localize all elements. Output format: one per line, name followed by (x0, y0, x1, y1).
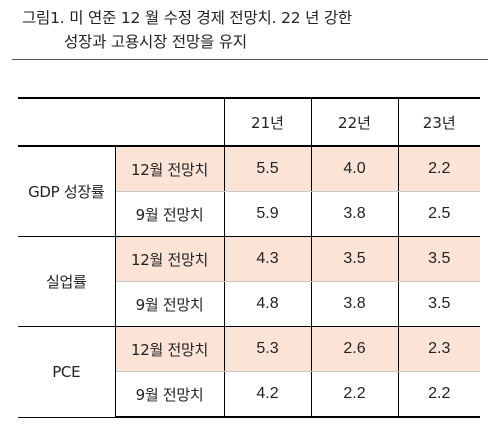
table-row: 9월 전망치 5.9 3.8 2.5 (18, 191, 480, 237)
table-cell: 2.3 (397, 326, 480, 372)
table-cell: 4.0 (310, 146, 399, 192)
caption-line-1: 그림1. 미 연준 12 월 수정 경제 전망치. 22 년 강한 (22, 9, 352, 27)
table-cell: 5.3 (223, 326, 312, 372)
forecast-table: 21년 22년 23년 GDP 성장률 12월 전망치 5.5 4.0 2.2 … (18, 97, 480, 418)
group-label-pce: PCE (18, 326, 116, 418)
group-label-unemployment: 실업률 (18, 236, 116, 327)
table-cell: 2.5 (397, 191, 480, 237)
table-cell: 5.5 (223, 146, 312, 192)
table-cell: 3.5 (310, 236, 399, 282)
caption-divider (12, 59, 488, 60)
table-row: 9월 전망치 4.8 3.8 3.5 (18, 281, 480, 327)
row-label: 9월 전망치 (115, 281, 225, 327)
table-cell: 5.9 (223, 191, 312, 237)
group-label-gdp: GDP 성장률 (18, 146, 116, 237)
figure-caption: 그림1. 미 연준 12 월 수정 경제 전망치. 22 년 강한 성장과 고용… (22, 6, 352, 54)
table-header-row: 21년 22년 23년 (18, 97, 480, 147)
table-cell: 3.8 (310, 191, 399, 237)
header-year-21: 21년 (223, 97, 312, 147)
table-cell: 2.2 (397, 371, 480, 418)
table-cell: 3.8 (310, 281, 399, 327)
table-cell: 2.2 (310, 371, 399, 418)
header-year-22: 22년 (310, 97, 399, 147)
row-label: 9월 전망치 (115, 371, 225, 418)
row-label: 12월 전망치 (114, 236, 225, 282)
row-label: 12월 전망치 (114, 326, 225, 372)
header-year-23: 23년 (397, 97, 480, 147)
table-cell: 4.3 (223, 236, 312, 282)
header-corner-cell (18, 97, 225, 147)
row-label: 9월 전망치 (115, 191, 225, 237)
caption-line-2: 성장과 고용시장 전망을 유지 (64, 33, 247, 51)
table-row: GDP 성장률 12월 전망치 5.5 4.0 2.2 (18, 146, 480, 237)
table-row: 실업률 12월 전망치 4.3 3.5 3.5 (18, 236, 480, 327)
table-row: 9월 전망치 4.2 2.2 2.2 (18, 371, 480, 418)
table-cell: 2.6 (310, 326, 399, 372)
row-label: 12월 전망치 (114, 146, 225, 192)
table-cell: 4.8 (223, 281, 312, 327)
table-cell: 3.5 (397, 236, 480, 282)
table-cell: 3.5 (397, 281, 480, 327)
table-row: PCE 12월 전망치 5.3 2.6 2.3 (18, 326, 480, 418)
table-cell: 2.2 (397, 146, 480, 192)
table-cell: 4.2 (223, 371, 312, 418)
